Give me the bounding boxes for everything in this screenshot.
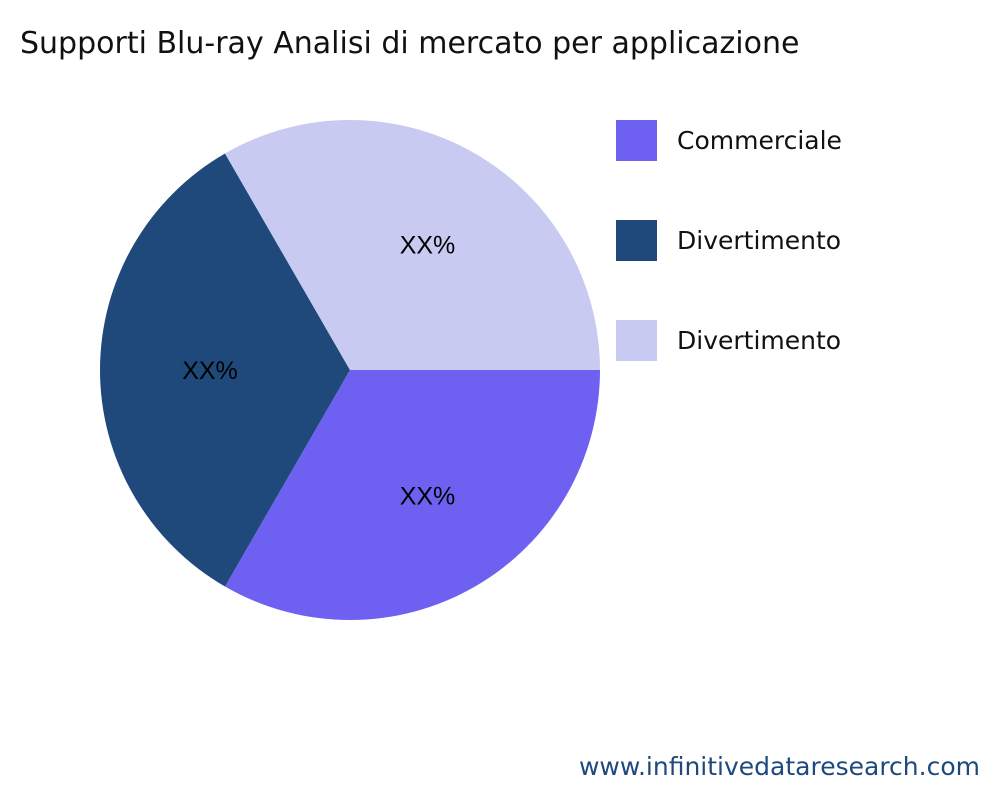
legend-label: Divertimento — [677, 325, 842, 355]
legend-item-1: Divertimento — [616, 219, 842, 261]
chart-title: Supporti Blu-ray Analisi di mercato per … — [20, 26, 800, 61]
slice-label-2: XX% — [400, 231, 456, 259]
legend-swatch — [616, 319, 657, 361]
legend-item-0: Commerciale — [616, 119, 842, 161]
pie-slice-0 — [225, 370, 600, 620]
legend-swatch — [616, 119, 657, 161]
legend-label: Commerciale — [677, 125, 842, 155]
watermark: www.infinitivedataresearch.com — [578, 752, 980, 781]
slice-label-1: XX% — [182, 357, 238, 385]
pie-slice-2 — [225, 119, 600, 370]
legend-label: Divertimento — [677, 225, 842, 255]
legend-swatch — [616, 219, 657, 261]
legend-item-2: Divertimento — [616, 319, 842, 361]
slice-label-0: XX% — [400, 483, 456, 511]
